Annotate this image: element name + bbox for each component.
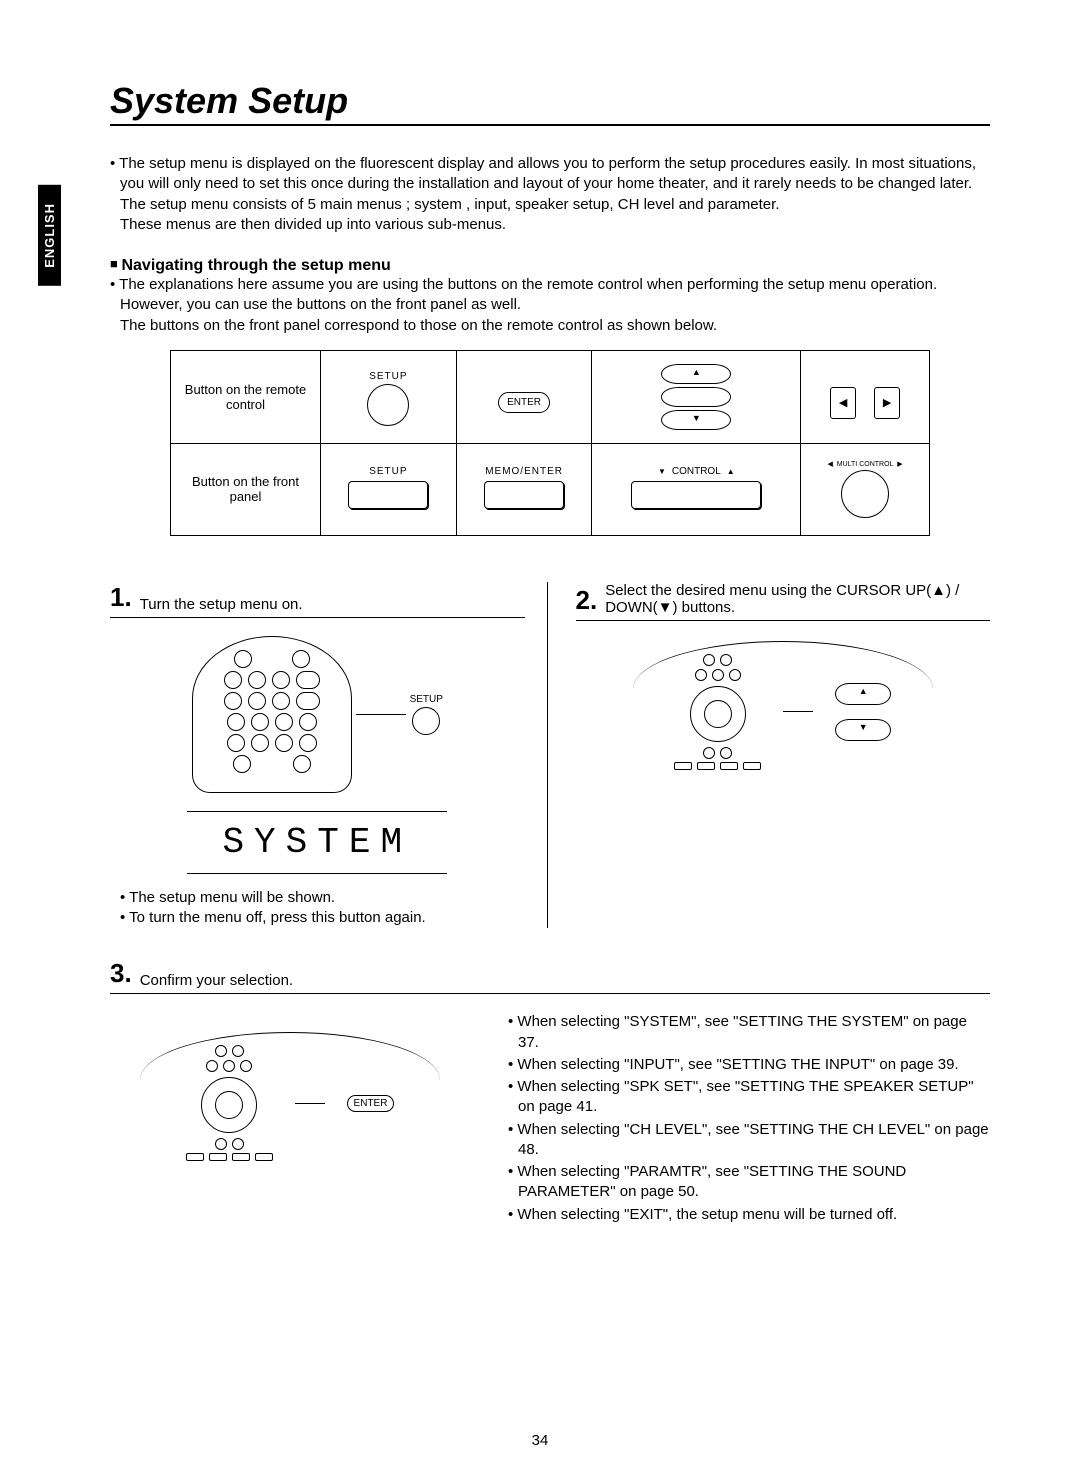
right-button-icon: ▶: [874, 387, 900, 419]
callout-line: [295, 1103, 325, 1104]
step-2-number: 2.: [576, 585, 598, 616]
nav-line-1: The buttons on the front panel correspon…: [110, 316, 990, 336]
nav-body: The explanations here assume you are usi…: [110, 275, 990, 336]
page-number: 34: [0, 1432, 1080, 1449]
control-caption: ▼CONTROL▲: [598, 466, 794, 477]
language-tab: ENGLISH: [38, 185, 61, 286]
enter-callout: ENTER: [347, 1095, 395, 1112]
rocker-up-icon: [661, 364, 731, 384]
panel-multi-cell: ◀ MULTI CONTROL ▶: [801, 443, 930, 535]
rocker-down-icon: [835, 719, 891, 741]
table-row: Button on the remote control SETUP ENTER…: [171, 350, 930, 443]
rocker-mid-icon: [661, 387, 731, 407]
left-button-icon: ◀: [830, 387, 856, 419]
step-3-number: 3.: [110, 958, 132, 989]
callout-line: [783, 711, 813, 712]
button-comparison-table: Button on the remote control SETUP ENTER…: [170, 350, 930, 536]
list-item: When selecting "PARAMTR", see "SETTING T…: [506, 1162, 990, 1203]
step-2-text: Select the desired menu using the CURSOR…: [605, 582, 990, 616]
list-item: When selecting "EXIT", the setup menu wi…: [506, 1205, 990, 1225]
list-item: When selecting "INPUT", see "SETTING THE…: [506, 1055, 990, 1075]
step-1-notes: The setup menu will be shown. To turn th…: [110, 888, 525, 929]
step-2-column: 2. Select the desired menu using the CUR…: [576, 582, 991, 929]
row1-label: Button on the remote control: [171, 350, 321, 443]
rocker-down-icon: [661, 410, 731, 430]
multi-knob-icon: [841, 470, 889, 518]
setup-knob-icon: [367, 384, 409, 426]
intro-bullet-1: The setup menu is displayed on the fluor…: [110, 154, 990, 195]
intro-line-1: The setup menu consists of 5 main menus …: [110, 195, 990, 215]
intro-block: The setup menu is displayed on the fluor…: [110, 154, 990, 235]
page-title: System Setup: [110, 80, 990, 122]
step-3-rule: [110, 993, 990, 994]
step-1-note-1: The setup menu will be shown.: [110, 888, 525, 908]
remote-setup-cell: SETUP: [321, 350, 457, 443]
panel-setup-button-icon: [348, 481, 428, 509]
step-1-number: 1.: [110, 582, 132, 613]
panel-memo-cell: MEMO/ENTER: [456, 443, 592, 535]
panel-setup-cell: SETUP: [321, 443, 457, 535]
setup-callout-icon: [412, 707, 440, 735]
remote-cluster-icon: [186, 1045, 273, 1161]
step-3-block: 3. Confirm your selection. E: [110, 958, 990, 1227]
setup-callout-label: SETUP: [410, 694, 443, 705]
intro-line-2: These menus are then divided up into var…: [110, 215, 990, 235]
step-3-text: Confirm your selection.: [140, 972, 293, 989]
nav-heading: Navigating through the setup menu: [110, 257, 990, 275]
list-item: When selecting "SPK SET", see "SETTING T…: [506, 1077, 990, 1118]
panel-control-cell: ▼CONTROL▲: [592, 443, 801, 535]
step-3-figure: ENTER: [140, 1032, 440, 1192]
rocker-up-icon: [835, 683, 891, 705]
remote-enter-cell: ENTER: [456, 350, 592, 443]
step-2-rule: [576, 620, 991, 621]
panel-setup-caption: SETUP: [327, 466, 450, 477]
step-1-column: 1. Turn the setup menu on. SETUP: [110, 582, 548, 929]
remote-cluster-icon: [674, 654, 761, 770]
callout-line: [356, 714, 406, 715]
row2-label: Button on the front panel: [171, 443, 321, 535]
remote-leftright-cell: ◀ ▶: [801, 350, 930, 443]
list-item: When selecting "CH LEVEL", see "SETTING …: [506, 1120, 990, 1161]
step-1-rule: [110, 617, 525, 618]
panel-control-button-icon: [631, 481, 761, 509]
table-row: Button on the front panel SETUP MEMO/ENT…: [171, 443, 930, 535]
fluorescent-display: SYSTEM: [187, 811, 447, 874]
step-1-figure: SETUP: [167, 636, 467, 793]
step-1-text: Turn the setup menu on.: [140, 596, 303, 613]
step-2-figure: [633, 641, 933, 801]
step-1-note-2: To turn the menu off, press this button …: [110, 908, 525, 928]
panel-memo-caption: MEMO/ENTER: [463, 466, 586, 477]
multi-caption: ◀ MULTI CONTROL ▶: [807, 460, 923, 468]
list-item: When selecting "SYSTEM", see "SETTING TH…: [506, 1012, 990, 1053]
remote-body-icon: [192, 636, 352, 793]
remote-updown-cell: [592, 350, 801, 443]
setup-caption: SETUP: [367, 371, 409, 382]
enter-button-icon: ENTER: [498, 392, 550, 413]
title-rule: [110, 124, 990, 126]
step-3-list: When selecting "SYSTEM", see "SETTING TH…: [506, 1012, 990, 1227]
nav-bullet-1: The explanations here assume you are usi…: [110, 275, 990, 316]
panel-memo-button-icon: [484, 481, 564, 509]
